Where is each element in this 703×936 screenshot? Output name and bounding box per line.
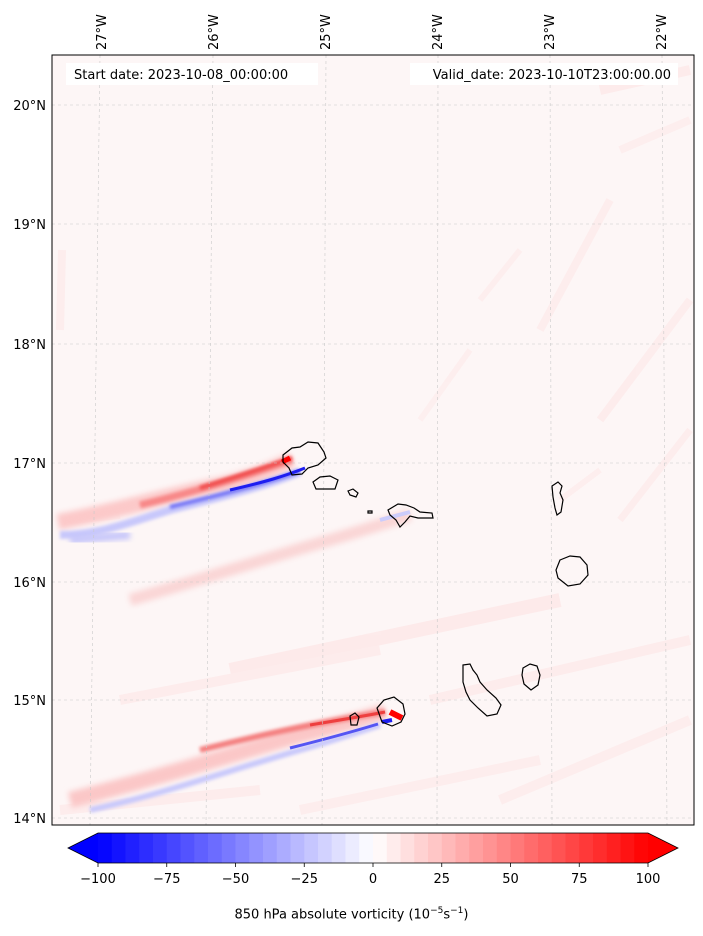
lat-label: 15°N [13,694,46,709]
lon-label: 27°W [95,14,110,50]
colorbar-cell [180,833,195,863]
island-fogo [376,696,406,727]
lat-label: 20°N [13,99,46,114]
island-sal [551,481,564,517]
colorbar-cell [166,833,181,863]
lat-label: 16°N [13,576,46,591]
colorbar-cell [455,833,470,863]
colorbar-cell [139,833,154,863]
island-santo-antao [282,441,327,476]
colorbar-cell [606,833,621,863]
island-sao-nicolau [387,503,434,528]
start-date-box [66,63,318,85]
island-santa-luzia [347,488,359,498]
island-brava [349,712,360,726]
colorbar-tick-label: −75 [153,872,180,887]
island-sao-vicente [312,475,339,490]
colorbar-cell [538,833,553,863]
colorbar-cell [551,833,566,863]
colorbar-tick-label: −50 [222,872,249,887]
colorbar-cell [125,833,140,863]
colorbar-cell [428,833,443,863]
colorbar-cell [414,833,429,863]
colorbar-cell [441,833,456,863]
lat-label: 17°N [13,457,46,472]
colorbar-cell [483,833,498,863]
colorbar-cell [634,833,649,863]
middle-vorticity-streak [128,509,412,606]
colorbar-cell [153,833,168,863]
island-maio [521,663,541,691]
valid-date-box [410,63,678,85]
colorbar-cell [386,833,401,863]
colorbar-tick-label: −100 [80,872,116,887]
colorbar-cell [290,833,305,863]
colorbar-cell [318,833,333,863]
colorbar-cell [400,833,415,863]
colorbar-max-extension [648,833,678,863]
vorticity-noise-field [56,65,694,815]
island-branco [367,510,373,514]
colorbar-min-extension [68,833,98,863]
coastlines [282,441,589,727]
colorbar-tick-label: 100 [636,872,661,887]
graticule [52,55,694,825]
lat-label: 18°N [13,338,46,353]
colorbar-ticks: −100 −75 −50 −25 0 25 50 75 100 [80,863,660,887]
lon-label: 23°W [543,14,558,50]
map-frame [51,54,695,826]
colorbar-cell [276,833,291,863]
colorbar-cell [249,833,264,863]
valid-date-label: Valid_date: 2023-10-10T23:00:00.00 [433,68,671,83]
colorbar-cells [98,833,649,863]
colorbar-tick-label: 25 [433,872,450,887]
colorbar-tick-label: −25 [291,872,318,887]
colorbar-cell [98,833,113,863]
colorbar-cell [194,833,209,863]
colorbar-cell [111,833,126,863]
lon-label: 22°W [655,14,670,50]
colorbar-cell [620,833,635,863]
colorbar-cell [373,833,388,863]
colorbar-cell [331,833,346,863]
colorbar-cell [345,833,360,863]
colorbar: −100 −75 −50 −25 0 25 50 75 100 [67,832,679,887]
colorbar-title: 850 hPa absolute vorticity (10−5s−1) [234,906,469,923]
colorbar-cell [496,833,511,863]
colorbar-cell [510,833,525,863]
colorbar-cell [359,833,374,863]
longitude-labels: 27°W 26°W 25°W 24°W 23°W 22°W [95,14,670,50]
colorbar-cell [304,833,319,863]
colorbar-cell [235,833,250,863]
island-santiago [462,663,502,717]
colorbar-cell [263,833,278,863]
colorbar-tick-label: 50 [502,872,519,887]
colorbar-cell [469,833,484,863]
colorbar-cell [221,833,236,863]
lon-label: 24°W [431,14,446,50]
colorbar-cell [208,833,223,863]
northern-vorticity-streak [56,452,306,544]
colorbar-cell [579,833,594,863]
latitude-labels: 20°N 19°N 18°N 17°N 16°N 15°N 14°N [13,99,46,827]
lat-label: 19°N [13,218,46,233]
island-boa-vista [555,555,589,587]
colorbar-cell [593,833,608,863]
colorbar-cell [565,833,580,863]
colorbar-tick-label: 75 [571,872,588,887]
lat-label: 14°N [13,812,46,827]
lon-label: 25°W [319,14,334,50]
lon-label: 26°W [207,14,222,50]
start-date-label: Start date: 2023-10-08_00:00:00 [74,68,288,83]
colorbar-cell [524,833,539,863]
colorbar-tick-label: 0 [369,872,377,887]
